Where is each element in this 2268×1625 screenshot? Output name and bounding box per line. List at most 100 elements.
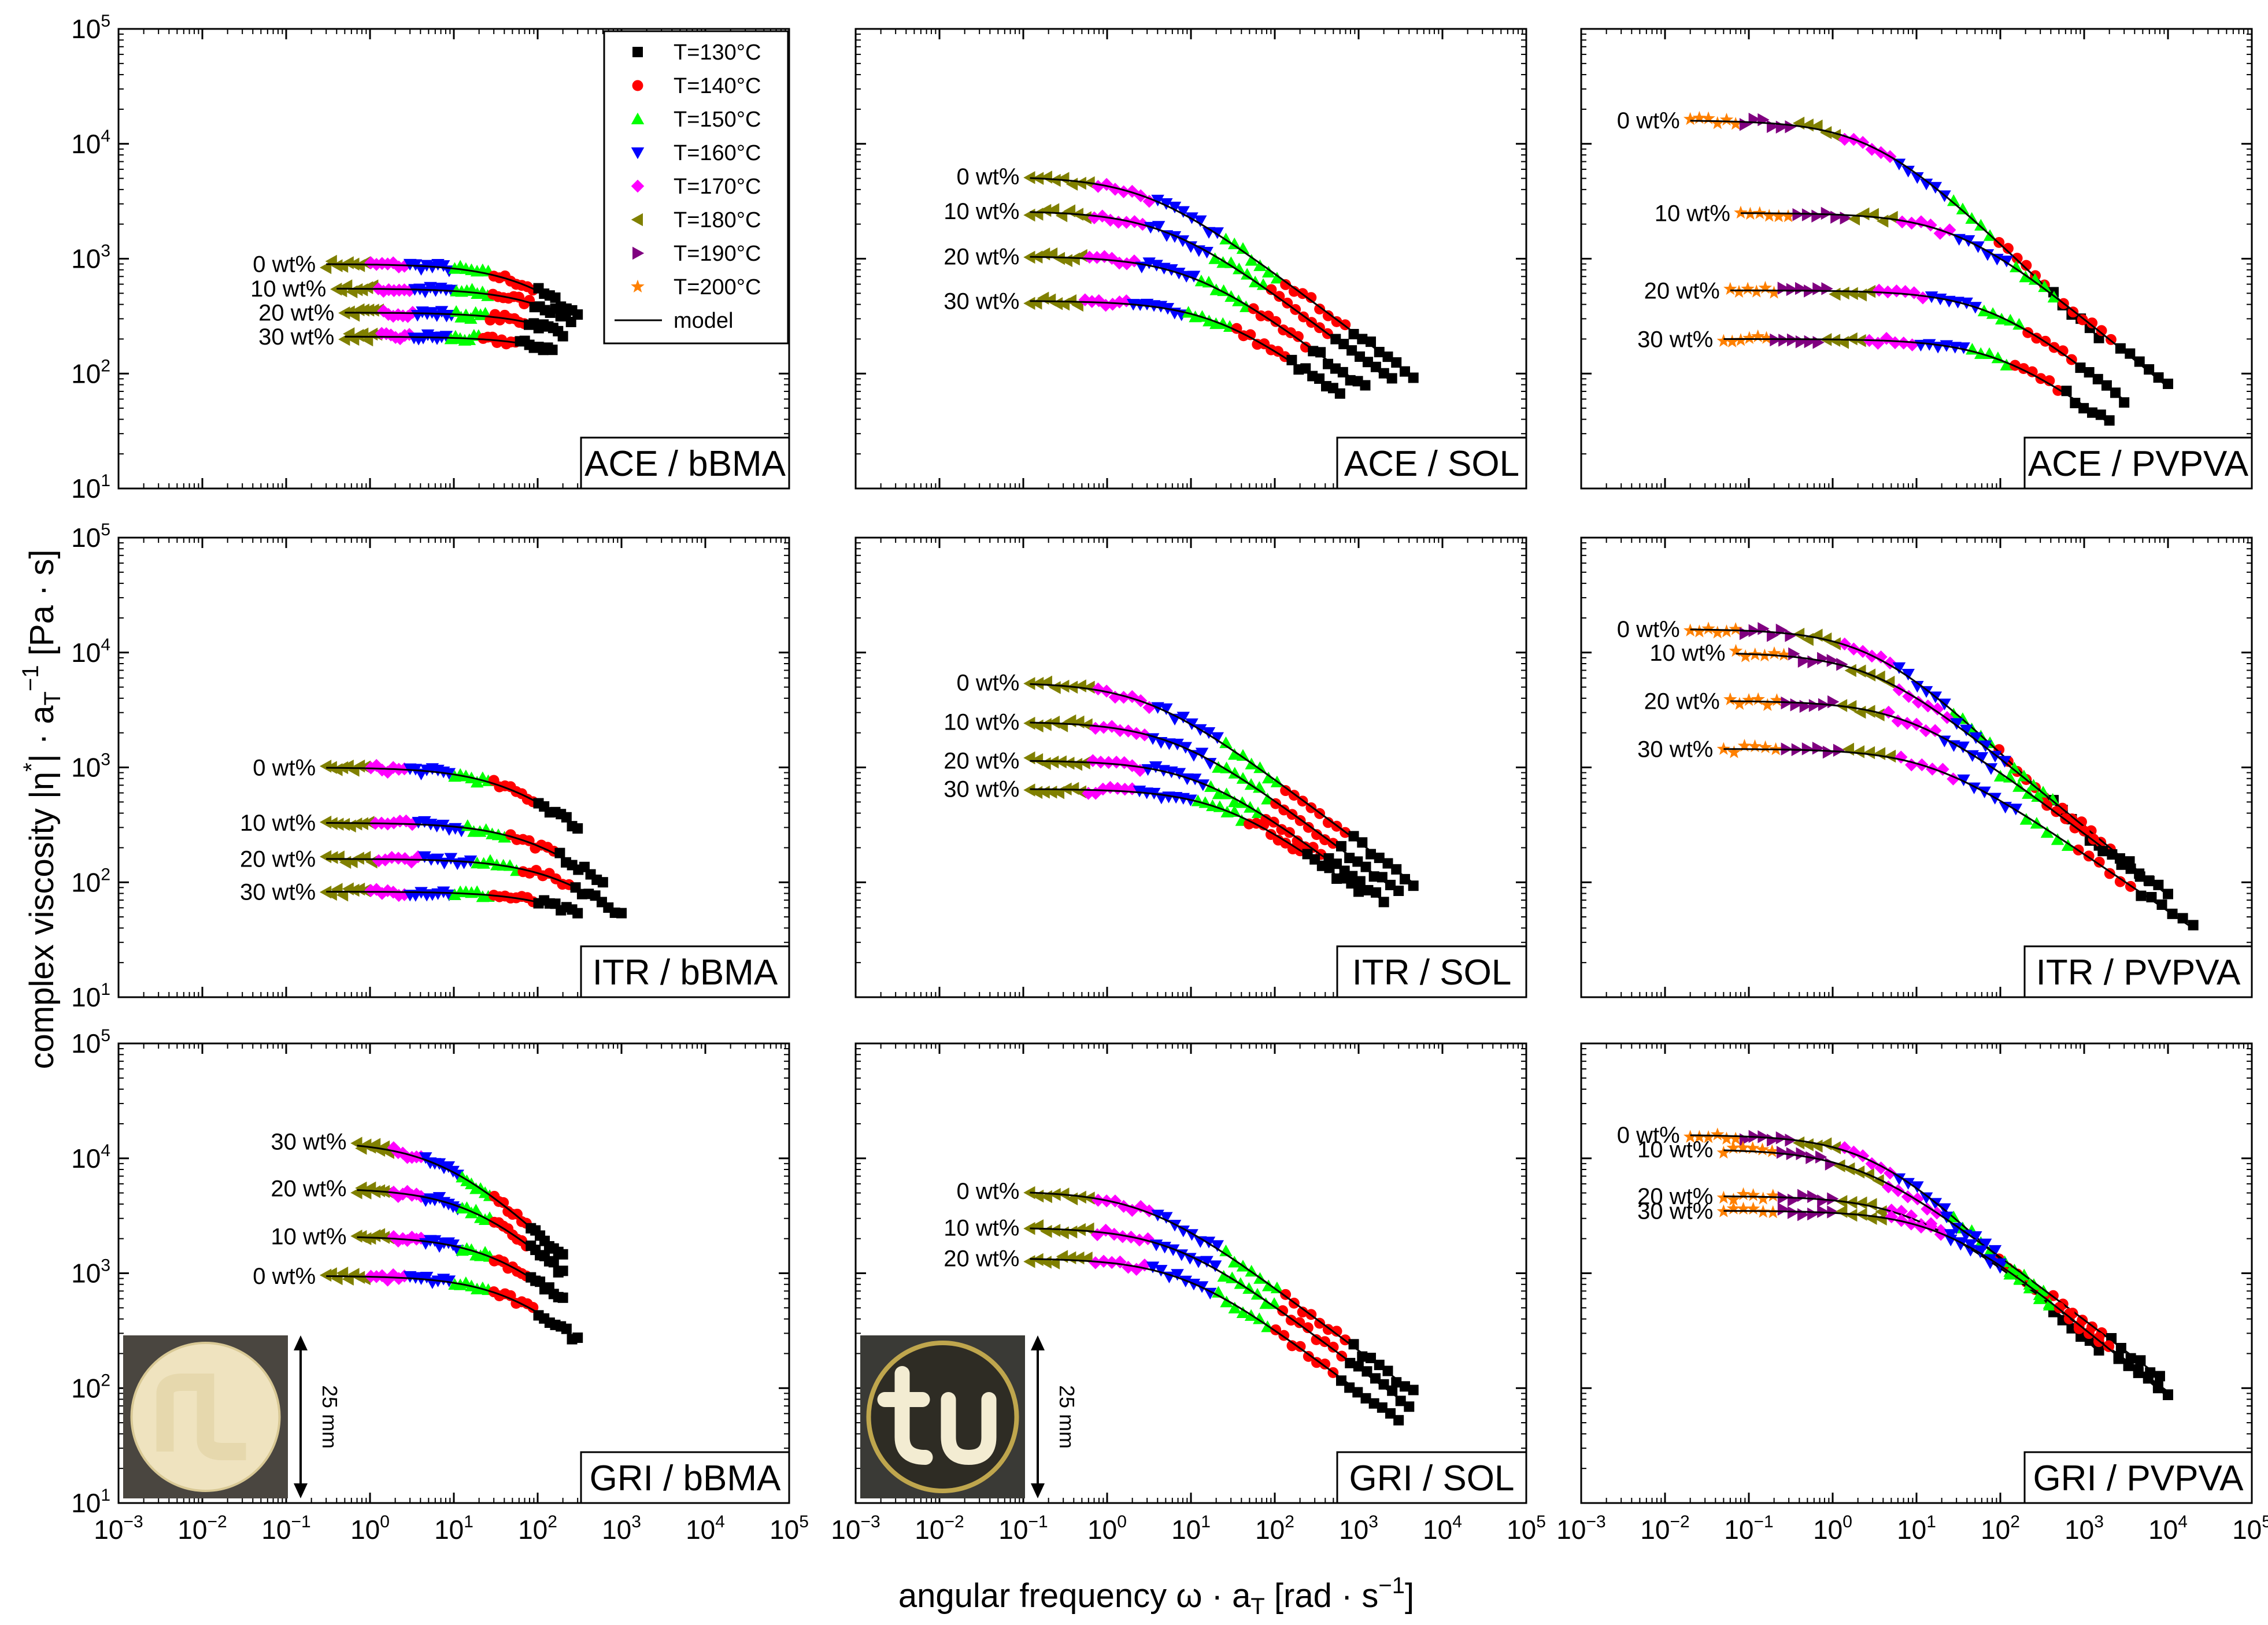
data-point <box>1324 863 1335 873</box>
series-30wt: 30 wt% <box>1637 736 2199 931</box>
data-point <box>1758 740 1773 753</box>
data-point <box>2000 256 2014 268</box>
data-point <box>2146 891 2157 902</box>
data-point <box>444 853 458 865</box>
series-label: 10 wt% <box>1649 641 1725 666</box>
data-point <box>1897 336 1911 350</box>
data-point <box>572 908 583 919</box>
data-point <box>1836 657 1848 671</box>
data-point <box>1692 624 1707 638</box>
data-point <box>1956 202 1970 214</box>
data-point <box>2144 876 2155 887</box>
series-label: 20 wt% <box>1644 278 1720 303</box>
data-point <box>2097 846 2108 857</box>
data-point <box>1845 1208 1858 1222</box>
data-point <box>2044 375 2055 386</box>
sample-photo-inset: 25 mm <box>123 1335 342 1498</box>
x-tick-label: 102 <box>518 1512 557 1545</box>
data-point <box>1911 1181 1924 1193</box>
data-point <box>1988 750 2002 762</box>
y-tick-label: 105 <box>71 1026 110 1058</box>
data-point <box>1745 1141 1760 1154</box>
legend-marker <box>632 80 643 91</box>
data-point <box>2078 826 2090 837</box>
data-point <box>1267 1297 1281 1309</box>
data-point <box>1829 129 1841 142</box>
legend-marker <box>631 279 645 293</box>
data-point <box>338 306 350 320</box>
data-point <box>561 1323 572 1334</box>
x-tick-label: 104 <box>2148 1512 2188 1545</box>
data-point <box>1902 690 1915 704</box>
y-tick-label: 101 <box>71 471 110 504</box>
y-tick-label: 105 <box>71 12 110 44</box>
data-point <box>2104 868 2115 879</box>
data-point <box>1711 625 1725 639</box>
data-point <box>1975 752 1989 764</box>
data-point <box>1884 749 1896 763</box>
x-axis-title: angular frequency ω · aT [rad · s−1] <box>898 1573 1414 1619</box>
panel-label: ACE / bBMA <box>580 436 790 490</box>
data-point <box>1852 745 1865 758</box>
data-point <box>1288 286 1300 297</box>
data-point <box>2144 364 2155 375</box>
data-point <box>1807 1207 1819 1221</box>
data-point <box>1716 334 1731 347</box>
x-tick-label: 105 <box>769 1512 809 1545</box>
data-point <box>2093 856 2105 868</box>
series-30wt: 30 wt% <box>944 777 1364 897</box>
x-tick-label: 104 <box>1423 1512 1462 1545</box>
x-tick-label: 105 <box>1507 1512 1546 1545</box>
data-point <box>1736 1201 1751 1215</box>
data-point <box>1801 208 1814 221</box>
series-label: 0 wt% <box>957 1179 1020 1204</box>
data-point <box>1911 172 1924 184</box>
data-point <box>1785 629 1797 642</box>
data-point <box>1999 801 2012 814</box>
data-point <box>1993 1258 2007 1271</box>
data-point <box>2019 270 2032 283</box>
data-point <box>464 312 478 324</box>
y-tick-label: 102 <box>71 865 110 897</box>
data-point <box>557 1249 568 1260</box>
x-tick-label: 102 <box>1255 1512 1294 1545</box>
x-tick-label: 10−2 <box>1640 1512 1689 1545</box>
data-point <box>1711 1127 1725 1141</box>
data-point <box>1978 1238 1992 1250</box>
data-point <box>1826 654 1838 667</box>
data-point <box>1151 194 1164 207</box>
data-point <box>1940 710 1954 724</box>
data-point <box>1023 250 1035 264</box>
data-point <box>1711 116 1725 129</box>
data-point <box>1775 1131 1788 1145</box>
data-point <box>1817 1205 1829 1219</box>
data-point <box>2163 378 2173 389</box>
data-point <box>1888 336 1902 350</box>
series-10wt: 10 wt% <box>944 709 1404 896</box>
data-point <box>1366 336 1377 347</box>
model-line <box>1723 1149 2160 1378</box>
data-point <box>1993 769 2007 782</box>
series-0wt: 0 wt% <box>957 670 1419 891</box>
data-point <box>1227 795 1241 808</box>
data-point <box>1847 642 1860 656</box>
data-point <box>1348 831 1359 842</box>
data-point <box>1074 176 1086 190</box>
svg-text:GRI / bBMA: GRI / bBMA <box>590 1459 781 1498</box>
y-tick-label: 101 <box>71 980 110 1012</box>
data-point <box>1943 223 1956 236</box>
data-point <box>1777 282 1789 295</box>
series-30wt: 30 wt% <box>1637 1198 2173 1400</box>
data-point <box>1873 708 1885 721</box>
data-point <box>1211 732 1224 744</box>
data-point <box>1357 837 1368 848</box>
data-point <box>527 1302 539 1313</box>
y-tick-label: 104 <box>71 127 110 159</box>
legend-entry-model: model <box>674 309 734 333</box>
data-point <box>1827 1192 1839 1205</box>
data-point <box>1253 1312 1266 1324</box>
model-line <box>357 1145 564 1257</box>
panel-4: 101 102 103 104 105 0 wt% 10 wt% 20 wt% 30 wt% IT… <box>71 520 790 1012</box>
legend-entry: T=150°C <box>674 108 761 132</box>
data-point <box>1168 201 1182 214</box>
